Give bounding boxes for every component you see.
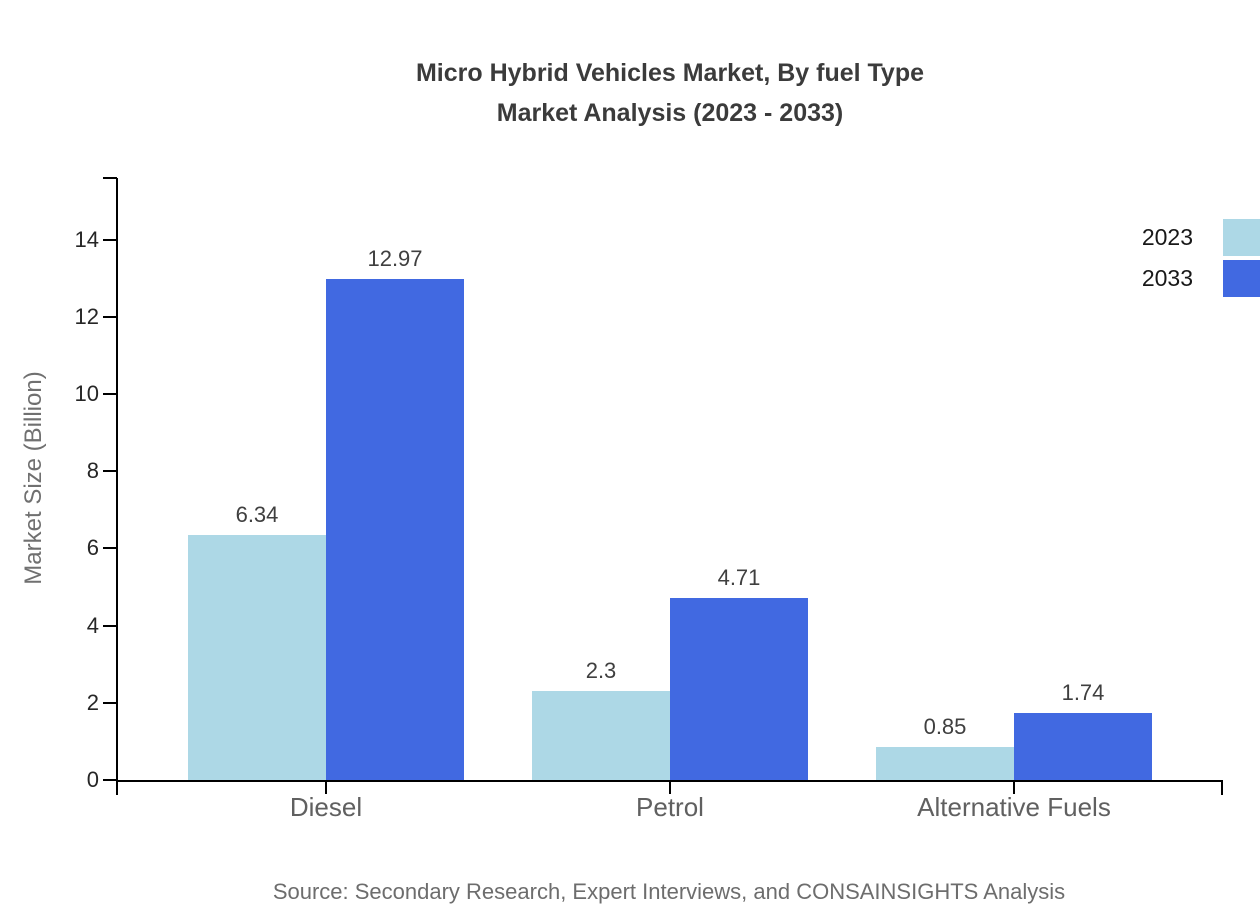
y-tick-label-4: 4	[86, 612, 99, 638]
x-tick-petrol	[669, 781, 671, 794]
y-tick-label-8: 8	[86, 458, 99, 484]
chart-title: Micro Hybrid Vehicles Market, By fuel Ty…	[80, 53, 1260, 133]
y-tick-6	[103, 547, 117, 550]
y-tick-label-10: 10	[74, 381, 99, 407]
chart-title-line1: Micro Hybrid Vehicles Market, By fuel Ty…	[415, 59, 925, 87]
bar-2033-alternative-fuels	[1014, 712, 1152, 780]
value-label-2023-alternative-fuels: 0.85	[923, 714, 967, 740]
value-label-2033-diesel: 12.97	[367, 246, 423, 272]
legend-label-2023: 2023	[1141, 224, 1193, 250]
y-tick-0	[103, 779, 117, 781]
x-axis-spine	[116, 780, 1223, 782]
x-tick-alternative-fuels	[1013, 781, 1015, 794]
y-tick-8	[103, 470, 117, 473]
y-tick-label-6: 6	[86, 535, 99, 561]
y-axis-spine	[116, 178, 118, 795]
category-label-diesel: Diesel	[289, 792, 363, 822]
legend-item-2033: 2033	[1142, 260, 1260, 297]
legend-item-2023: 2023	[1142, 219, 1260, 256]
bar-2033-diesel	[326, 279, 464, 780]
chart-title-line2: Market Analysis (2023 - 2033)	[496, 99, 844, 127]
y-tick-10	[103, 393, 117, 396]
bar-2023-petrol	[532, 691, 670, 780]
y-tick-label-2: 2	[86, 689, 99, 715]
y-tick-12	[103, 315, 117, 318]
value-label-2033-petrol: 4.71	[717, 565, 761, 591]
bar-2033-petrol	[670, 598, 808, 780]
x-axis-right-end-tick	[1221, 780, 1223, 795]
category-label-alternative-fuels: Alternative Fuels	[917, 792, 1111, 822]
legend: 2023 2033	[1142, 219, 1260, 301]
y-tick-4	[103, 624, 117, 627]
bar-2023-alternative-fuels	[876, 747, 1014, 780]
y-axis-top-end-tick	[103, 177, 117, 179]
source-note: Source: Secondary Research, Expert Inter…	[272, 879, 1066, 904]
value-label-2023-diesel: 6.34	[235, 502, 279, 528]
category-label-petrol: Petrol	[636, 792, 704, 822]
y-tick-label-12: 12	[74, 303, 99, 329]
x-tick-diesel	[325, 781, 327, 794]
value-label-2033-alternative-fuels: 1.74	[1061, 679, 1105, 705]
y-tick-2	[103, 701, 117, 704]
bar-2023-diesel	[188, 535, 326, 780]
value-label-2023-petrol: 2.3	[585, 658, 617, 684]
y-tick-14	[103, 238, 117, 241]
legend-swatch-2023	[1223, 219, 1260, 256]
legend-swatch-2033	[1223, 260, 1260, 297]
y-tick-label-0: 0	[86, 767, 99, 792]
legend-label-2033: 2033	[1141, 265, 1193, 291]
y-tick-label-14: 14	[74, 226, 99, 252]
